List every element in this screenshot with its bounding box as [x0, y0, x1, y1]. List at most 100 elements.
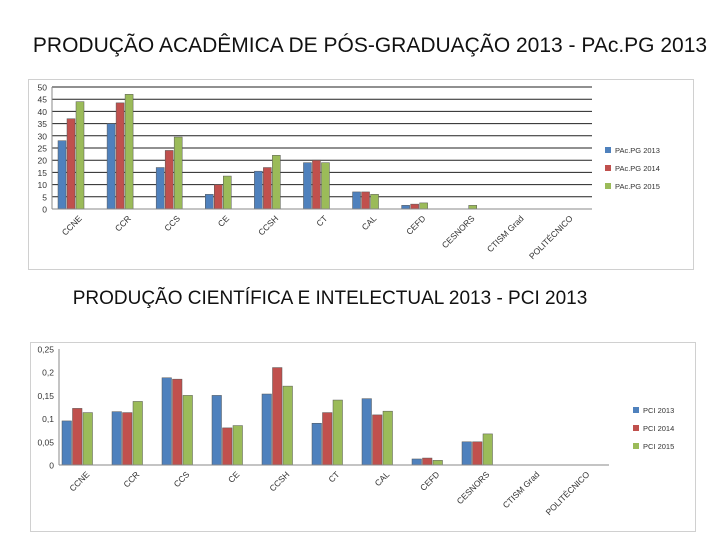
bar-pci-2014-1: [122, 412, 133, 466]
legend-swatch: [633, 425, 639, 431]
y-tick-label: 0: [49, 461, 54, 471]
y-tick-label: 20: [38, 156, 48, 166]
bar-pac-pg-2014-2: [164, 150, 174, 210]
x-category-label: CESNORS: [440, 213, 477, 250]
x-category-label: CAL: [360, 213, 379, 232]
bar-pci-2015-0: [82, 412, 93, 466]
x-category-label: CE: [216, 213, 232, 229]
bar-pci-2013-6: [361, 398, 372, 466]
bar-pci-2014-7: [422, 457, 433, 466]
x-category-label: CAL: [373, 469, 392, 488]
bar-pac-pg-2014-1: [115, 102, 125, 210]
legend-label: PAc.PG 2015: [615, 182, 660, 191]
x-category-label: CTISM Grad: [501, 469, 542, 510]
legend-swatch: [605, 165, 611, 171]
y-tick-label: 10: [38, 180, 48, 190]
bar-pci-2014-6: [372, 414, 383, 466]
chart-2-area: 0 0,05 0,1 0,15 0,2 0,25 CCNE CCR CCS CE CCSH CT CAL…: [30, 342, 696, 532]
x-category-label: CT: [314, 213, 329, 228]
bar-pac-pg-2014-4: [263, 167, 272, 210]
bar-pac-pg-2015-6: [370, 194, 379, 210]
bar-pci-2014-3: [222, 427, 233, 466]
bar-pac-pg-2015-8: [468, 205, 477, 210]
bar-pac-pg-2013-6: [352, 191, 361, 210]
bar-pci-2013-1: [111, 411, 122, 466]
x-category-label: CCS: [172, 469, 192, 489]
bar-pac-pg-2014-6: [361, 191, 370, 210]
bar-pci-2014-0: [72, 408, 83, 466]
bar-pci-2015-3: [232, 425, 243, 466]
legend-label: PCI 2015: [643, 442, 674, 451]
y-tick-label: 25: [38, 144, 48, 154]
x-category-label: CCR: [121, 469, 141, 489]
bar-pci-2013-8: [461, 441, 472, 466]
bar-pci-2015-5: [332, 399, 343, 466]
bar-pac-pg-2015-4: [272, 155, 281, 210]
x-category-label: CESNORS: [455, 469, 492, 506]
x-category-label: CCR: [113, 213, 133, 233]
legend-label: PAc.PG 2013: [615, 146, 660, 155]
bar-pci-2013-7: [411, 458, 422, 466]
legend-swatch: [605, 183, 611, 189]
y-tick-label: 0,25: [37, 345, 54, 355]
legend-label: PAc.PG 2014: [615, 164, 660, 173]
bar-pac-pg-2014-5: [312, 159, 321, 210]
y-tick-label: 35: [38, 119, 48, 129]
bar-pac-pg-2015-0: [75, 101, 85, 210]
x-category-label: CCSH: [256, 213, 280, 237]
legend-label: PCI 2014: [643, 424, 674, 433]
x-category-label: CCNE: [67, 469, 91, 493]
chart-1-svg: 0 5 10 15 20 25 30 35 40 45 50 CCNE CCR CCS CE CCSH CT CA…: [38, 83, 660, 262]
bar-pac-pg-2015-1: [124, 94, 134, 210]
bar-pac-pg-2013-0: [57, 140, 67, 210]
bar-pci-2014-2: [172, 378, 183, 466]
bar-pac-pg-2013-4: [254, 170, 263, 210]
y-tick-label: 15: [38, 168, 48, 178]
chart-2-title: PRODUÇÃO CIENTÍFICA E INTELECTUAL 2013 -…: [72, 288, 588, 309]
bar-pac-pg-2015-5: [321, 162, 330, 210]
y-tick-label: 0,1: [42, 414, 54, 424]
y-tick-label: 0: [42, 205, 47, 215]
bar-pci-2014-4: [272, 367, 283, 466]
bar-pac-pg-2014-7: [410, 203, 419, 210]
chart-1-area: 0 5 10 15 20 25 30 35 40 45 50 CCNE CCR CCS CE CCSH CT CA…: [28, 79, 694, 270]
bar-pac-pg-2013-1: [106, 123, 116, 210]
chart-1-title: PRODUÇÃO ACADÊMICA DE PÓS-GRADUAÇÃO 2013…: [32, 34, 708, 57]
bar-pci-2015-6: [382, 410, 393, 466]
bar-pci-2013-3: [211, 395, 222, 466]
y-tick-label: 0,05: [37, 437, 54, 447]
bar-pac-pg-2013-3: [205, 194, 214, 210]
bar-pci-2015-7: [432, 460, 443, 466]
bar-pac-pg-2013-5: [303, 162, 312, 210]
x-category-label: CT: [326, 469, 341, 484]
bar-pci-2015-4: [282, 385, 293, 466]
y-tick-label: 40: [38, 107, 48, 117]
x-category-label: CE: [226, 469, 242, 485]
bar-pci-2015-8: [482, 433, 493, 466]
bar-pac-pg-2014-3: [214, 184, 223, 210]
x-category-label: CCS: [162, 213, 182, 233]
bar-pac-pg-2015-2: [173, 136, 183, 210]
y-tick-label: 5: [42, 192, 47, 202]
x-category-label: POLITÉCNICO: [544, 469, 592, 517]
bar-pac-pg-2014-0: [66, 118, 76, 210]
bar-pac-pg-2013-7: [401, 205, 410, 210]
bar-pci-2013-2: [161, 377, 172, 466]
bar-pci-2013-5: [311, 422, 322, 466]
y-tick-label: 0,2: [42, 368, 54, 378]
bar-pac-pg-2015-3: [223, 175, 232, 210]
y-tick-label: 30: [38, 131, 48, 141]
bar-pci-2013-0: [61, 420, 72, 466]
bar-pci-2014-5: [322, 412, 333, 466]
x-category-label: CCSH: [267, 469, 291, 493]
x-category-label: CCNE: [60, 213, 84, 237]
y-tick-label: 45: [38, 95, 48, 105]
chart-2-svg: 0 0,05 0,1 0,15 0,2 0,25 CCNE CCR CCS CE CCSH CT CAL…: [37, 345, 674, 518]
bar-pci-2015-2: [182, 395, 193, 466]
x-category-label: CTISM Grad: [485, 213, 526, 254]
y-tick-label: 0,15: [37, 391, 54, 401]
y-tick-label: 50: [38, 83, 48, 93]
bar-pac-pg-2015-7: [419, 202, 428, 210]
legend-swatch: [605, 147, 611, 153]
legend-label: PCI 2013: [643, 406, 674, 415]
